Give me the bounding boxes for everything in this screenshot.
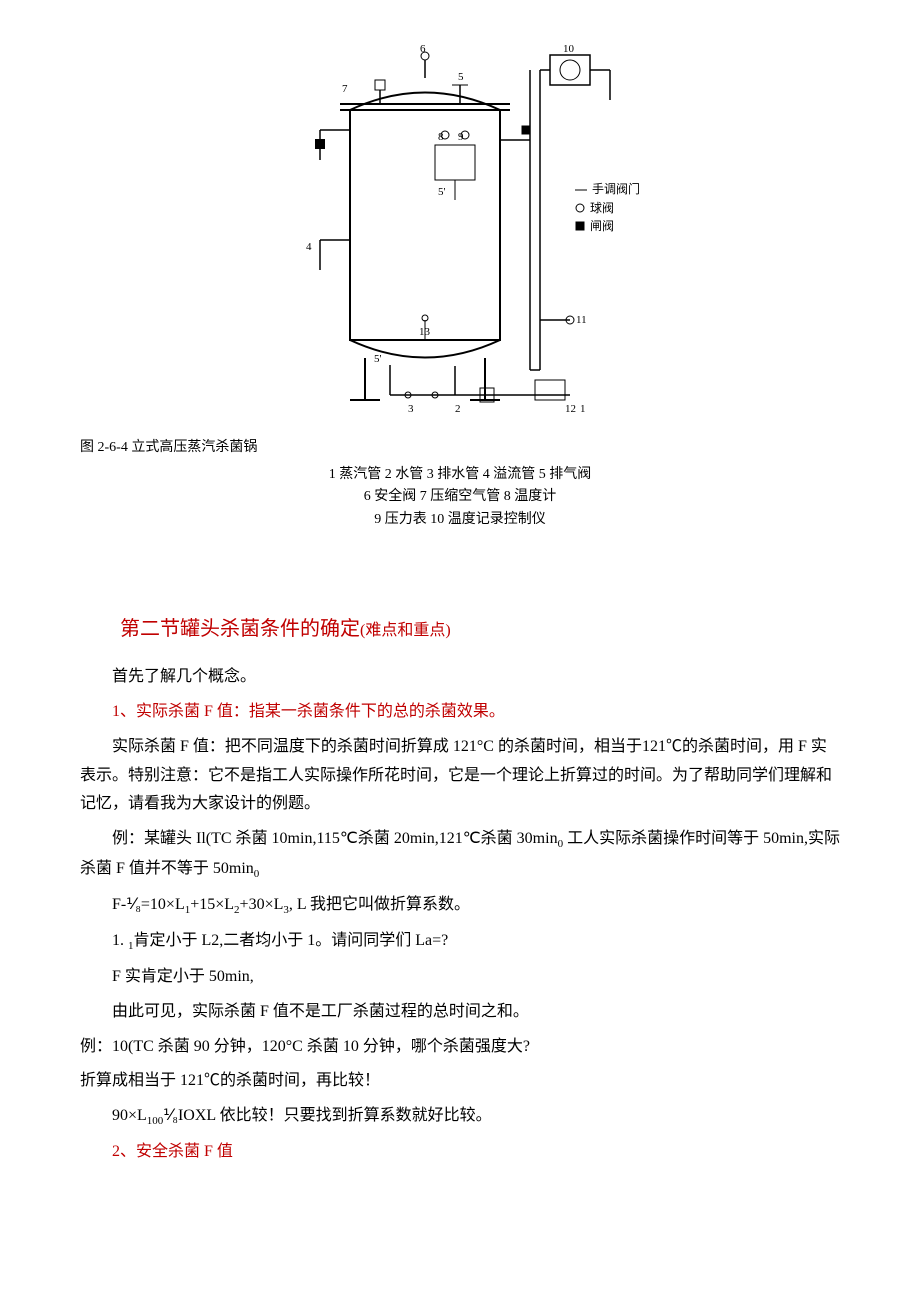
- definition-1-body: 实际杀菌 F 值：把不同温度下的杀菌时间折算成 121°C 的杀菌时间，相当于1…: [80, 733, 840, 819]
- formula-post: , L 我把它叫做折算系数。: [289, 896, 470, 913]
- definition-2-title: 2、安全杀菌 F 值: [80, 1138, 840, 1167]
- diagram-label-2: 2: [455, 403, 461, 415]
- diagram-label-10: 10: [563, 43, 575, 55]
- diagram-label-4: 4: [306, 241, 312, 253]
- diagram-label-5: 5: [458, 71, 464, 83]
- figure-legend: 1 蒸汽管 2 水管 3 排水管 4 溢流管 5 排气阀 6 安全阀 7 压缩空…: [80, 464, 840, 531]
- section-title: 第二节罐头杀菌条件的确定(难点和重点): [80, 611, 840, 647]
- question-1: 1. 1肯定小于 L2,二者均小于 1。请问同学们 La=?: [80, 927, 840, 957]
- diagram-svg: 7 6 5 8 9 5' 4 13 5' 3 2 12 1 11 10 手调阀门…: [280, 40, 640, 431]
- diagram-label-12: 12: [565, 403, 576, 415]
- example-1: 例：某罐头 Il(TC 杀菌 10min,115℃杀菌 20min,121℃杀菌…: [80, 825, 840, 885]
- figure-block: 7 6 5 8 9 5' 4 13 5' 3 2 12 1 11 10 手调阀门…: [80, 40, 840, 531]
- section-title-sub: (难点和重点): [360, 622, 451, 639]
- example-1-sub2: 0: [254, 868, 260, 880]
- legend-gate-valve: 闸阀: [590, 219, 614, 233]
- compare-post: ⅟₈IOXL 依比较！只要找到折算系数就好比较。: [163, 1107, 491, 1124]
- definition-1-title: 1、实际杀菌 F 值：指某一杀菌条件下的总的杀菌效果。: [80, 698, 840, 727]
- diagram-label-6: 6: [420, 43, 426, 55]
- example-1-pre: 例：某罐头 Il(TC 杀菌 10min,115℃杀菌 20min,121℃杀菌…: [112, 830, 558, 847]
- example-2b: 折算成相当于 121℃的杀菌时间，再比较！: [80, 1067, 840, 1096]
- q1-pre: 1.: [112, 932, 128, 949]
- formula-m2: +30×L: [240, 896, 284, 913]
- compare-sub: 100: [147, 1115, 164, 1127]
- diagram-label-11: 11: [576, 314, 587, 326]
- conclusion: 由此可见，实际杀菌 F 值不是工厂杀菌过程的总时间之和。: [80, 998, 840, 1027]
- legend-line-2: 6 安全阀 7 压缩空气管 8 温度计: [80, 486, 840, 508]
- diagram-label-13: 13: [419, 326, 431, 338]
- legend-line-3: 9 压力表 10 温度记录控制仪: [80, 509, 840, 531]
- formula: F-⅟₈=10×L1+15×L2+30×L3, L 我把它叫做折算系数。: [80, 891, 840, 921]
- legend-ball-valve: 球阀: [590, 201, 614, 215]
- section-title-main: 第二节罐头杀菌条件的确定: [120, 618, 360, 640]
- diagram-label-3: 3: [408, 403, 414, 415]
- diagram-label-5c: 5': [374, 353, 382, 365]
- figure-caption: 图 2-6-4 立式高压蒸汽杀菌锅: [80, 435, 840, 460]
- diagram-label-1: 1: [580, 403, 586, 415]
- compare-pre: 90×L: [112, 1107, 147, 1124]
- diagram-label-7: 7: [342, 83, 348, 95]
- q1-post: 肯定小于 L2,二者均小于 1。请问同学们 La=?: [134, 932, 449, 949]
- diagram-label-9: 9: [458, 131, 464, 143]
- diagram-label-5b: 5': [438, 186, 446, 198]
- comparison: 90×L100⅟₈IOXL 依比较！只要找到折算系数就好比较。: [80, 1102, 840, 1132]
- question-2: F 实肯定小于 50min,: [80, 963, 840, 992]
- formula-m1: +15×L: [190, 896, 234, 913]
- example-2: 例：10(TC 杀菌 90 分钟，120°C 杀菌 10 分钟，哪个杀菌强度大?: [80, 1033, 840, 1062]
- formula-pre: F-⅟₈=10×L: [112, 896, 185, 913]
- legend-manual-valve: 手调阀门: [592, 181, 640, 196]
- intro-paragraph: 首先了解几个概念。: [80, 663, 840, 692]
- legend-line-1: 1 蒸汽管 2 水管 3 排水管 4 溢流管 5 排气阀: [80, 464, 840, 486]
- diagram-label-8: 8: [438, 131, 444, 143]
